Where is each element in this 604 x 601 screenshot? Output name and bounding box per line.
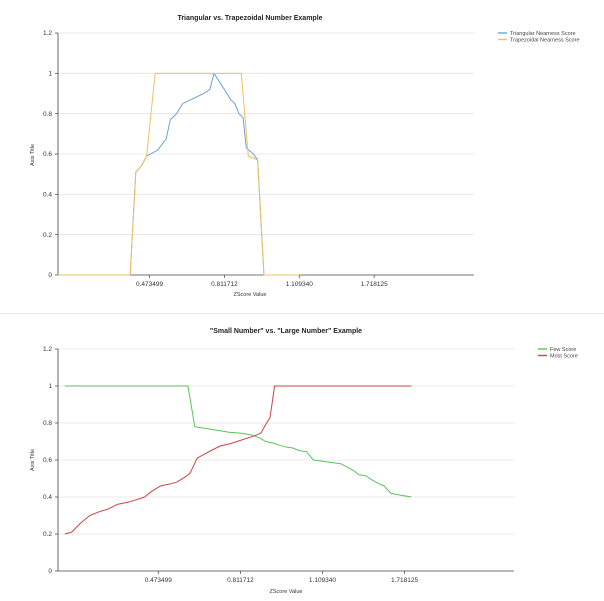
x-tick-label: 0.473499	[136, 281, 163, 288]
chart-title: "Small Number" vs. "Large Number" Exampl…	[210, 328, 362, 335]
y-tick-label: 0.4	[43, 494, 52, 501]
y-tick-label: 0.6	[43, 151, 52, 158]
legend-entry: Most Score	[550, 354, 578, 360]
y-tick-label: 1.2	[43, 346, 52, 353]
small-large-number-chart: "Small Number" vs. "Large Number" Exampl…	[30, 328, 578, 595]
y-tick-label: 0.2	[43, 232, 52, 239]
y-tick-label: 0.2	[43, 531, 52, 538]
x-tick-label: 1.718125	[361, 281, 388, 288]
x-tick-label: 1.718125	[391, 577, 418, 584]
series-line-most-score	[64, 385, 412, 535]
legend-entry: Trapezoidal Nearness Score	[510, 38, 580, 44]
x-tick-label: 1.109340	[309, 577, 336, 584]
x-tick-label: 0.811712	[211, 281, 238, 288]
y-tick-label: 0	[48, 272, 52, 279]
x-tick-label: 1.109340	[286, 281, 313, 288]
x-axis-title: ZScore Value	[234, 292, 267, 298]
chart-title: Triangular vs. Trapezoidal Number Exampl…	[177, 15, 322, 22]
y-tick-label: 1	[48, 71, 52, 78]
x-axis-title: ZScore Value	[270, 589, 303, 595]
y-tick-label: 1	[48, 383, 52, 390]
x-tick-label: 0.811712	[227, 577, 254, 584]
y-axis-title: Axis Title	[30, 449, 36, 471]
y-tick-label: 0.8	[43, 111, 52, 118]
y-tick-label: 0.6	[43, 457, 52, 464]
legend-entry: Few Score	[550, 347, 576, 353]
legend-entry: Triangular Nearness Score	[510, 31, 576, 37]
x-tick-label: 0.473499	[145, 577, 172, 584]
y-tick-label: 0	[48, 568, 52, 575]
y-tick-label: 0.8	[43, 420, 52, 427]
triangular-trapezoidal-chart: Triangular vs. Trapezoidal Number Exampl…	[30, 15, 580, 298]
series-line-triangular-nearness-score	[58, 72, 300, 276]
series-line-few-score	[64, 385, 412, 498]
y-tick-label: 0.4	[43, 192, 52, 199]
series-line-trapezoidal-nearness-score	[58, 72, 300, 276]
y-tick-label: 1.2	[43, 30, 52, 37]
y-axis-title: Axis Title	[30, 144, 36, 166]
